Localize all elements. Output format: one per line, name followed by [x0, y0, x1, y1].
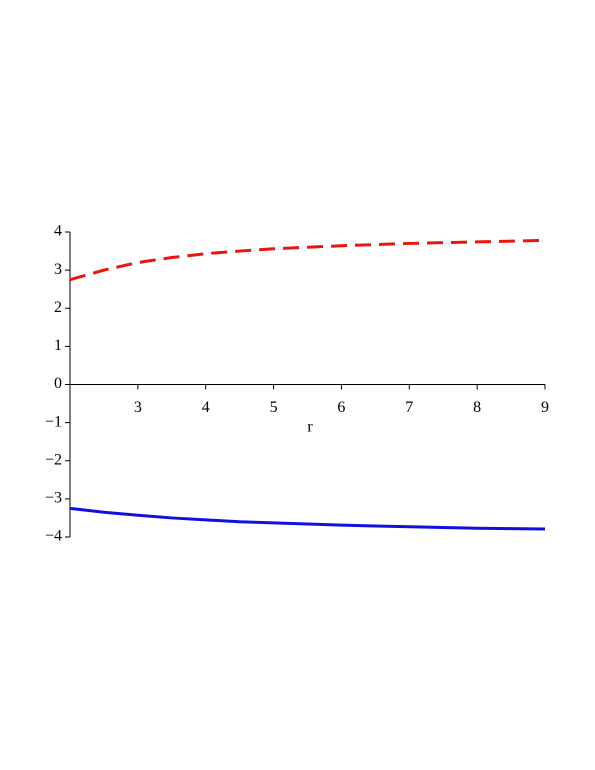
- line-series: [69, 506, 546, 531]
- y-tick-label: −3: [45, 490, 62, 507]
- x-tick-label: 8: [473, 399, 481, 416]
- x-tick-label: 9: [541, 399, 549, 416]
- x-axis-label: r: [307, 419, 313, 436]
- y-tick-label: −4: [45, 528, 62, 545]
- x-tick-label: 3: [134, 399, 142, 416]
- y-tick-label: 2: [54, 299, 62, 316]
- x-tick-label: 5: [270, 399, 278, 416]
- x-tick-label: 7: [405, 399, 413, 416]
- y-tick-label: −2: [45, 451, 62, 468]
- x-tick-label: 6: [337, 399, 345, 416]
- y-tick-label: 0: [54, 375, 62, 392]
- y-tick-label: −1: [45, 413, 62, 430]
- line-series: [69, 238, 546, 282]
- y-tick-label: 4: [54, 223, 62, 240]
- y-tick-label: 1: [54, 337, 62, 354]
- x-tick-label: 4: [202, 399, 210, 416]
- y-tick-label: 3: [54, 261, 62, 278]
